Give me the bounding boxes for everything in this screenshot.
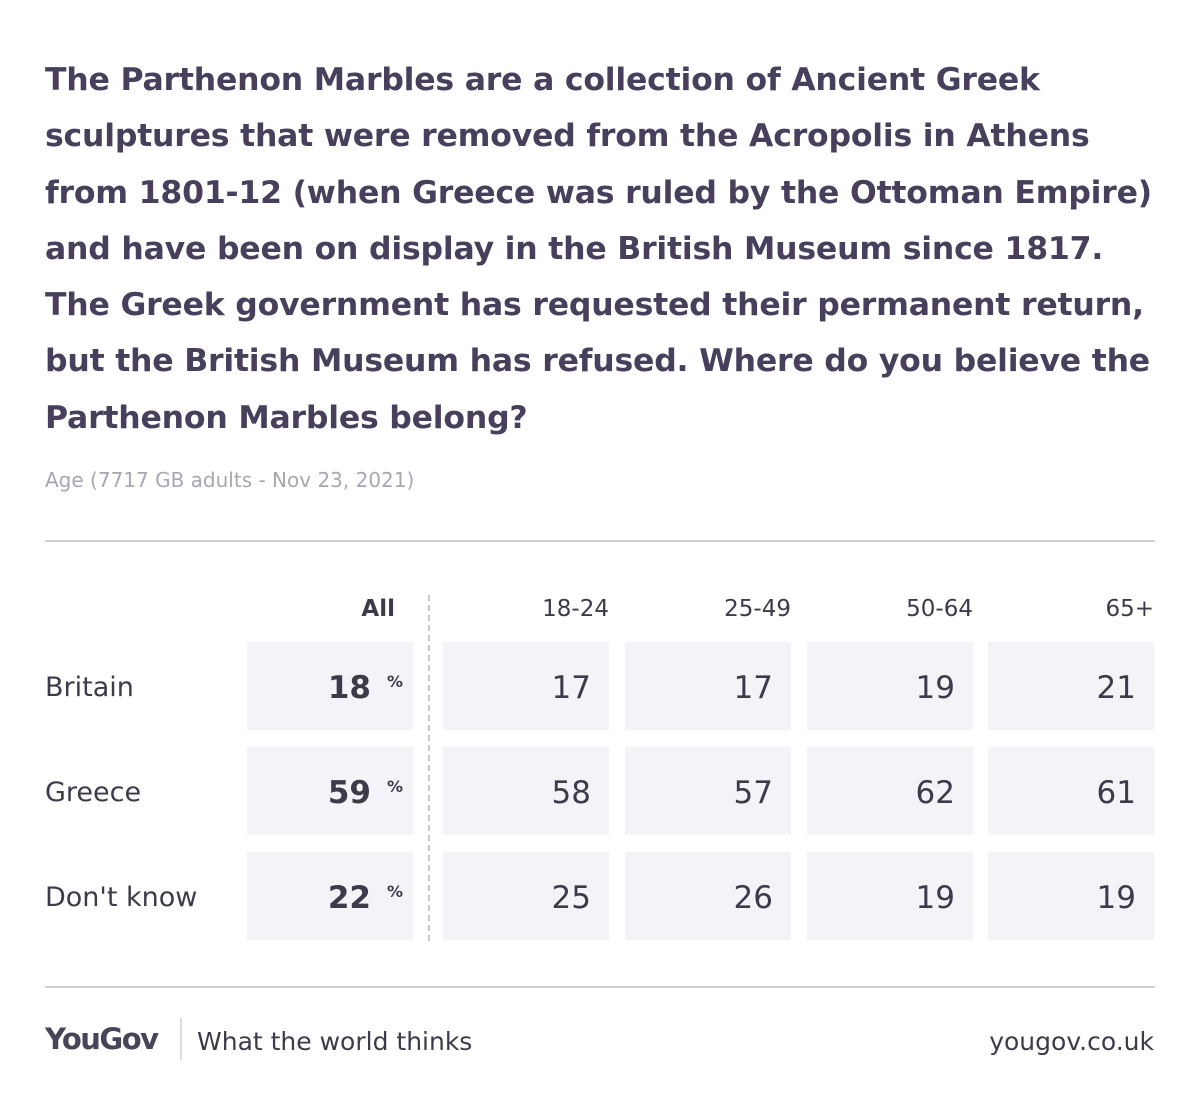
table-cell: 25 [443,852,609,940]
table-cell: 62 [807,747,973,835]
footer-separator [180,1018,182,1060]
cell-value: 19 [915,670,955,706]
top-divider [45,540,1155,542]
table-cell: 57 [625,747,791,835]
cell-value: 17 [551,670,591,706]
cell-value: 62 [915,775,955,811]
column-header: 18-24 [542,596,609,622]
cell-value: 21 [1096,670,1136,706]
table-cell: 59% [247,747,413,835]
row-label: Greece [45,777,142,808]
chart-title: The Parthenon Marbles are a collection o… [45,62,1152,436]
cell-value: 61 [1096,775,1136,811]
cell-value: 58 [551,775,591,811]
table-cell: 21 [988,642,1154,730]
table-cell: 17 [443,642,609,730]
percent-unit: % [386,672,403,691]
table-cell: 19 [807,852,973,940]
table-cell: 17 [625,642,791,730]
column-header: 65+ [1105,596,1154,622]
cell-value: 25 [551,880,591,916]
percent-unit: % [386,882,403,901]
table-cell: 18% [247,642,413,730]
cell-value: 26 [733,880,773,916]
cell-value: 19 [1096,880,1136,916]
yougov-logo: YouGov [45,1022,159,1056]
table-cell: 19 [988,852,1154,940]
column-header: 25-49 [724,596,791,622]
row-label: Britain [45,672,134,703]
bottom-divider [45,986,1155,988]
tagline: What the world thinks [197,1027,473,1056]
table-cell: 22% [247,852,413,940]
cell-value: 18 [327,670,371,706]
column-header: All [361,596,395,622]
cell-value: 57 [733,775,773,811]
table-cell: 19 [807,642,973,730]
column-header: 50-64 [906,596,973,622]
table-cell: 26 [625,852,791,940]
percent-unit: % [386,777,403,796]
row-label: Don't know [45,882,198,913]
chart-subtitle: Age (7717 GB adults - Nov 23, 2021) [45,468,415,492]
cell-value: 19 [915,880,955,916]
cell-value: 17 [733,670,773,706]
all-column-divider [428,595,430,941]
table-cell: 58 [443,747,609,835]
table-cell: 61 [988,747,1154,835]
cell-value: 59 [327,775,371,811]
site-link[interactable]: yougov.co.uk [989,1027,1154,1056]
cell-value: 22 [327,880,371,916]
